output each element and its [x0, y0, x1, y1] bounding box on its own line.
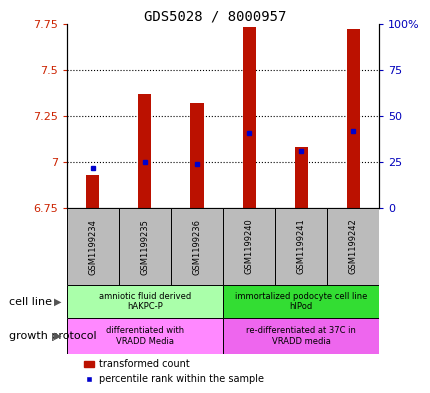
Text: differentiated with
VRADD Media: differentiated with VRADD Media [106, 326, 184, 346]
Bar [274, 208, 326, 285]
Text: GSM1199241: GSM1199241 [296, 219, 305, 274]
Text: re-differentiated at 37C in
VRADD media: re-differentiated at 37C in VRADD media [246, 326, 355, 346]
Bar [242, 27, 255, 208]
Bar [67, 208, 119, 285]
Bar [190, 103, 203, 208]
Bar [119, 208, 171, 285]
Text: GSM1199240: GSM1199240 [244, 219, 253, 274]
Text: amniotic fluid derived
hAKPC-P: amniotic fluid derived hAKPC-P [98, 292, 190, 311]
Bar [326, 208, 378, 285]
Bar [223, 285, 378, 318]
Bar [294, 147, 307, 208]
Legend: transformed count, percentile rank within the sample: transformed count, percentile rank withi… [80, 356, 267, 388]
Text: immortalized podocyte cell line
hIPod: immortalized podocyte cell line hIPod [234, 292, 366, 311]
Text: ▶: ▶ [54, 297, 62, 307]
Bar [67, 285, 223, 318]
Bar [86, 175, 99, 208]
Bar [346, 29, 359, 208]
Text: GSM1199235: GSM1199235 [140, 219, 149, 275]
Bar [223, 318, 378, 354]
Text: GDS5028 / 8000957: GDS5028 / 8000957 [144, 10, 286, 24]
Bar [67, 318, 223, 354]
Bar [223, 208, 274, 285]
Text: cell line: cell line [9, 297, 52, 307]
Text: GSM1199242: GSM1199242 [348, 219, 357, 274]
Bar [138, 94, 151, 208]
Text: growth protocol: growth protocol [9, 331, 96, 341]
Text: GSM1199234: GSM1199234 [88, 219, 97, 275]
Text: ▶: ▶ [54, 331, 62, 341]
Text: GSM1199236: GSM1199236 [192, 219, 201, 275]
Bar [171, 208, 223, 285]
